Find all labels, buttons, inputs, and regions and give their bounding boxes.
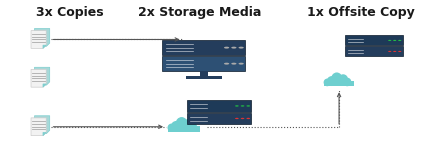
Circle shape [239,47,244,49]
Circle shape [235,105,239,107]
Polygon shape [31,118,46,136]
Circle shape [241,118,244,119]
FancyBboxPatch shape [162,56,245,71]
Ellipse shape [324,79,331,86]
Circle shape [231,47,237,49]
Ellipse shape [183,119,194,131]
Circle shape [247,105,250,107]
Ellipse shape [343,78,351,86]
FancyBboxPatch shape [346,46,403,56]
Ellipse shape [171,121,182,132]
Polygon shape [31,69,46,87]
Polygon shape [43,133,46,136]
Ellipse shape [167,124,175,132]
Circle shape [393,40,396,41]
Polygon shape [31,31,46,48]
Ellipse shape [188,123,197,132]
Polygon shape [43,84,46,87]
Text: 2x Storage Media: 2x Storage Media [138,6,261,19]
Circle shape [388,51,391,52]
Circle shape [393,51,396,52]
FancyBboxPatch shape [324,81,354,87]
Text: 3x Copies: 3x Copies [35,6,103,19]
Text: 1x Offsite Copy: 1x Offsite Copy [307,6,415,19]
Circle shape [398,51,401,52]
Ellipse shape [338,74,348,85]
Ellipse shape [331,72,343,85]
FancyBboxPatch shape [346,36,403,45]
FancyBboxPatch shape [200,71,208,76]
FancyBboxPatch shape [186,76,222,79]
Polygon shape [35,67,49,85]
Circle shape [388,40,391,41]
FancyBboxPatch shape [187,113,251,124]
Polygon shape [35,29,49,46]
FancyBboxPatch shape [168,126,200,132]
Circle shape [231,63,237,65]
Ellipse shape [327,76,337,86]
Circle shape [224,47,229,49]
Circle shape [224,63,229,65]
Circle shape [235,118,239,119]
FancyBboxPatch shape [162,40,245,55]
Polygon shape [43,45,46,48]
Circle shape [398,40,401,41]
FancyBboxPatch shape [187,100,251,112]
Circle shape [239,63,244,65]
Circle shape [247,118,250,119]
Polygon shape [35,116,49,133]
Ellipse shape [176,117,188,131]
Circle shape [241,105,244,107]
